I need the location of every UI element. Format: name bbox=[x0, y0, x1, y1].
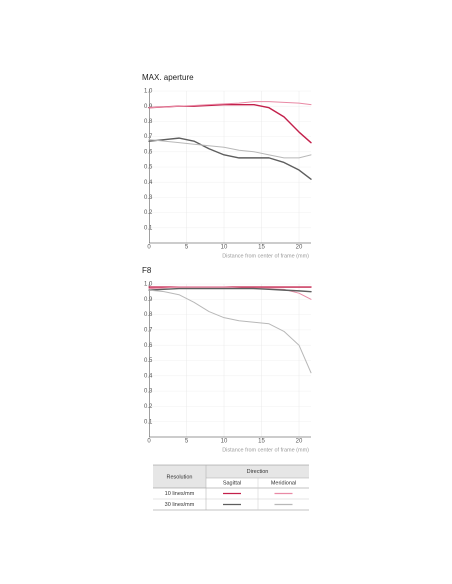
x-axis-label: Distance from center of frame (mm) bbox=[222, 447, 309, 453]
x-axis-label: Distance from center of frame (mm) bbox=[222, 253, 309, 259]
series-line bbox=[148, 287, 312, 293]
y-tick-label: 0.6 bbox=[144, 149, 153, 155]
y-tick-label: 1.0 bbox=[144, 89, 153, 95]
header-cell bbox=[206, 465, 309, 478]
x-tick-label: 15 bbox=[258, 439, 265, 445]
series-line bbox=[148, 101, 312, 109]
table-header: Direction bbox=[247, 469, 269, 475]
x-tick-label: 20 bbox=[296, 439, 303, 445]
x-tick-label: 10 bbox=[221, 439, 228, 445]
series-line bbox=[148, 103, 312, 144]
chart-title: F8 bbox=[142, 266, 152, 275]
y-tick-label: 0.5 bbox=[144, 358, 153, 364]
y-tick-label: 0.4 bbox=[144, 180, 153, 186]
x-tick-label: 0 bbox=[147, 439, 151, 445]
table-header: Sagittal bbox=[223, 480, 241, 486]
y-tick-label: 0.3 bbox=[144, 195, 153, 201]
x-tick-label: 0 bbox=[147, 245, 151, 251]
y-tick-label: 0.8 bbox=[144, 119, 153, 125]
series-line bbox=[148, 137, 312, 180]
y-tick-label: 0.1 bbox=[144, 225, 153, 231]
legend-table: Resolution Direction Sagittal Meridional… bbox=[153, 464, 309, 511]
x-tick-label: 10 bbox=[221, 245, 228, 251]
y-tick-label: 1.0 bbox=[144, 282, 153, 288]
row-label: 30 lines/mm bbox=[165, 502, 195, 508]
y-tick-label: 0.8 bbox=[144, 312, 153, 318]
x-tick-label: 5 bbox=[185, 439, 189, 445]
y-tick-label: 0.4 bbox=[144, 373, 153, 379]
series-line bbox=[148, 289, 312, 374]
x-tick-label: 20 bbox=[296, 245, 303, 251]
chart-title: MAX. aperture bbox=[142, 73, 194, 82]
table-header: Resolution bbox=[167, 474, 193, 480]
y-tick-label: 0.9 bbox=[144, 297, 153, 303]
x-tick-label: 15 bbox=[258, 245, 265, 251]
header-cell bbox=[153, 465, 206, 488]
y-tick-label: 0.7 bbox=[144, 327, 153, 333]
table-header: Meridional bbox=[271, 480, 296, 486]
y-tick-label: 0.2 bbox=[144, 210, 153, 216]
y-tick-label: 0.2 bbox=[144, 404, 153, 410]
series-line bbox=[148, 139, 312, 159]
y-tick-label: 0.6 bbox=[144, 343, 153, 349]
x-tick-label: 5 bbox=[185, 245, 189, 251]
y-tick-label: 0.3 bbox=[144, 389, 153, 395]
y-tick-label: 0.1 bbox=[144, 419, 153, 425]
y-tick-label: 0.5 bbox=[144, 165, 153, 171]
row-label: 10 lines/mm bbox=[165, 491, 195, 497]
y-tick-label: 0.9 bbox=[144, 104, 153, 110]
y-tick-label: 0.7 bbox=[144, 134, 153, 140]
